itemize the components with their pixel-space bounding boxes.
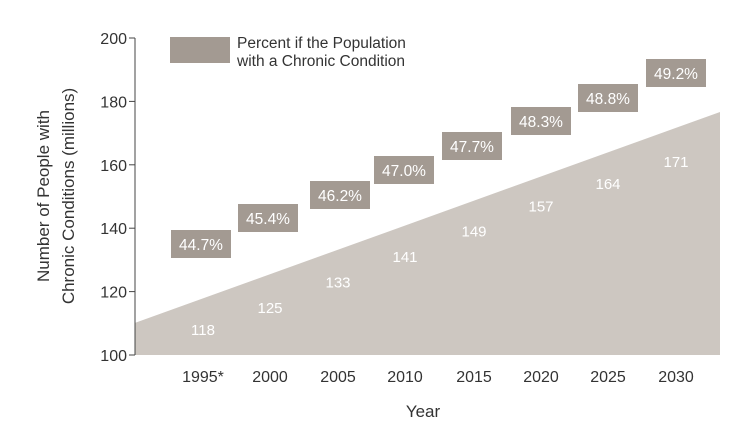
percent-label: 47.7%	[450, 139, 494, 156]
legend-label-line-2: with a Chronic Condition	[236, 53, 405, 70]
percent-box-bg	[374, 156, 434, 184]
percent-box: 46.2%	[310, 181, 370, 209]
area-fill	[135, 111, 720, 355]
x-tick-label: 2025	[590, 369, 626, 386]
value-label: 157	[528, 198, 553, 215]
percent-label: 46.2%	[318, 188, 362, 205]
y-tick-label: 120	[100, 285, 127, 302]
value-label-layer: 118 125 133 141 149 157 164 171	[191, 154, 688, 339]
x-tick-label: 1995*	[182, 369, 224, 386]
y-tick-label: 180	[100, 94, 127, 111]
percent-box: 48.8%	[578, 84, 638, 112]
y-tick-label: 160	[100, 158, 127, 175]
percent-label: 45.4%	[246, 211, 290, 228]
percent-box-bg	[238, 204, 298, 232]
percent-box: 49.2%	[646, 59, 706, 87]
percent-box-bg	[646, 59, 706, 87]
y-tick-label: 140	[100, 221, 127, 238]
percent-box: 47.7%	[442, 132, 502, 160]
percent-box: 44.7%	[171, 230, 231, 258]
x-tick-label: 2020	[523, 369, 559, 386]
x-tick-layer: 1995* 2000 2005 2010 2015 2020 2025 2030	[182, 369, 694, 386]
percent-box: 47.0%	[374, 156, 434, 184]
percent-box: 45.4%	[238, 204, 298, 232]
x-axis-title: Year	[406, 402, 441, 421]
percent-label: 49.2%	[654, 66, 698, 83]
percent-label: 48.3%	[519, 114, 563, 131]
percent-label: 44.7%	[179, 237, 223, 254]
area-layer	[135, 111, 720, 355]
percent-label: 47.0%	[382, 163, 426, 180]
legend-label-line-1: Percent if the Population	[237, 35, 406, 52]
percent-label: 48.8%	[586, 91, 630, 108]
percent-box: 48.3%	[511, 107, 571, 135]
percent-box-bg	[442, 132, 502, 160]
x-tick-label: 2005	[320, 369, 356, 386]
y-axis-title: Number of People with Chronic Conditions…	[34, 88, 78, 304]
x-tick-label: 2000	[252, 369, 288, 386]
value-label: 171	[663, 154, 688, 171]
value-label: 141	[392, 249, 417, 266]
value-label: 149	[461, 224, 486, 241]
percent-box-bg	[171, 230, 231, 258]
y-axis-title-line-2: Chronic Conditions (millions)	[59, 88, 78, 304]
percent-box-layer: 44.7% 45.4% 46.2% 47.0% 47.7% 48.3% 48.8% 49.2%	[171, 59, 706, 258]
x-tick-label: 2010	[387, 369, 423, 386]
y-tick-label: 100	[100, 348, 127, 365]
legend-swatch	[170, 37, 230, 63]
percent-box-bg	[310, 181, 370, 209]
y-tick-label: 200	[100, 31, 127, 48]
value-label: 164	[595, 176, 620, 193]
x-tick-label: 2030	[658, 369, 694, 386]
percent-box-bg	[578, 84, 638, 112]
y-axis-title-line-1: Number of People with	[34, 110, 53, 282]
y-tick-layer: 100 120 140 160 180 200	[100, 31, 135, 365]
value-label: 133	[325, 274, 350, 291]
percent-box-bg	[511, 107, 571, 135]
value-label: 125	[257, 300, 282, 317]
legend: Percent if the Population with a Chronic…	[170, 35, 406, 70]
value-label: 118	[191, 322, 215, 339]
x-tick-label: 2015	[456, 369, 492, 386]
